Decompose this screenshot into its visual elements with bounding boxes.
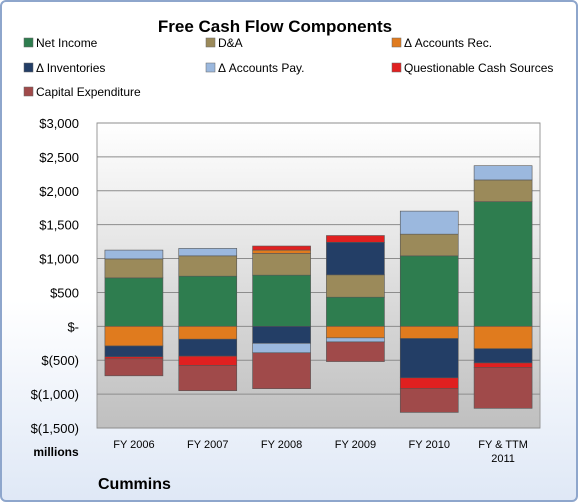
x-tick-label: FY 2009 [335, 439, 376, 451]
bar-segment [252, 352, 311, 389]
bar-segment [326, 274, 385, 298]
bar-segment [399, 388, 459, 413]
bar-segment [178, 255, 238, 277]
legend-swatch [23, 62, 34, 73]
legend-item: D&A [205, 36, 243, 50]
legend-swatch [391, 62, 402, 73]
bars [104, 165, 533, 413]
bar-segment [326, 337, 385, 343]
legend-label: Questionable Cash Sources [404, 61, 553, 75]
legend-label: Δ Inventories [36, 61, 105, 75]
legend-label: Capital Expenditure [36, 85, 141, 99]
bar-segment [326, 296, 385, 327]
legend-swatch [391, 37, 402, 48]
legend-item: Questionable Cash Sources [391, 61, 553, 75]
bar-segment [473, 179, 533, 202]
bar-segment [473, 362, 533, 368]
bar-segment [104, 249, 164, 260]
bar-segment [252, 249, 311, 254]
chart-title: Free Cash Flow Components [158, 17, 392, 36]
bar-segment [326, 241, 385, 276]
bar-segment [178, 355, 238, 366]
bar-segment [399, 326, 459, 339]
bar-segment [473, 348, 533, 364]
bar-segment [399, 377, 459, 389]
legend-item: Δ Accounts Rec. [391, 36, 492, 50]
x-tick-label: FY 2007 [187, 439, 228, 451]
y-axis-tick-labels: $3,000 $2,500 $2,000 $1,500 $1,000 $500 $- $(50… [31, 116, 79, 436]
bar-segment [178, 338, 238, 357]
legend-item: Net Income [23, 36, 98, 50]
bar-segment [252, 326, 311, 344]
plot-area [96, 122, 541, 429]
bar-segment [104, 277, 164, 327]
bar-segment [252, 253, 311, 276]
y-tick-label: $1,500 [39, 218, 79, 233]
x-tick-label: FY 2006 [113, 439, 154, 451]
bar-segment [473, 201, 533, 327]
bar-segment [473, 367, 533, 409]
legend-label: Net Income [36, 36, 98, 50]
y-tick-label: $500 [50, 285, 79, 300]
bar-segment [178, 365, 238, 392]
y-tick-label: $(1,500) [31, 421, 79, 436]
bar-segment [399, 210, 459, 235]
bar-segment [178, 275, 238, 327]
y-tick-label: $(500) [41, 353, 79, 368]
company-name: Cummins [98, 476, 171, 493]
bar-segment [326, 326, 385, 339]
gridlines [97, 122, 540, 429]
bar-segment [399, 338, 459, 379]
x-tick-label: FY 2010 [409, 439, 450, 451]
bar-segment [104, 356, 164, 360]
x-axis-tick-labels: FY 2006 FY 2007 FY 2008 FY 2009 FY 2010 FY & … [113, 439, 528, 465]
bar-segment [473, 165, 533, 181]
legend-item: Δ Inventories [23, 61, 105, 75]
x-tick-label: FY & TTM 2011 [478, 439, 528, 465]
y-tick-label: $1,000 [39, 252, 79, 267]
legend-item: Capital Expenditure [23, 85, 141, 99]
legend-label: Δ Accounts Pay. [218, 61, 305, 75]
bar-segment [104, 358, 164, 377]
unit-label: millions [33, 445, 79, 459]
legend-swatch [205, 62, 216, 73]
y-tick-label: $2,500 [39, 150, 79, 165]
bar-segment [473, 326, 533, 350]
bar-segment [178, 248, 238, 257]
x-tick-label: FY 2008 [261, 439, 302, 451]
bar-segment [326, 235, 385, 243]
bar-segment [104, 326, 164, 347]
bar-segment [252, 342, 311, 354]
bar-segment [252, 245, 311, 251]
legend-swatch [205, 37, 216, 48]
bar-segment [399, 255, 459, 327]
bar-segment [399, 233, 459, 257]
legend-label: D&A [218, 36, 243, 50]
legend: Net Income D&A Δ Accounts Rec. Δ Inventorie… [23, 36, 553, 99]
bar-segment [104, 258, 164, 279]
y-tick-label: $(1,000) [31, 387, 79, 402]
bar-segment [252, 274, 311, 327]
bar-segment [178, 326, 238, 340]
legend-swatch [23, 37, 34, 48]
bar-segment [104, 345, 164, 358]
bar-segment [326, 341, 385, 362]
legend-item: Δ Accounts Pay. [205, 61, 305, 75]
legend-label: Δ Accounts Rec. [404, 36, 492, 50]
y-tick-label: $2,000 [39, 184, 79, 199]
legend-swatch [23, 86, 34, 97]
y-tick-label: $- [67, 319, 79, 334]
y-tick-label: $3,000 [39, 116, 79, 131]
